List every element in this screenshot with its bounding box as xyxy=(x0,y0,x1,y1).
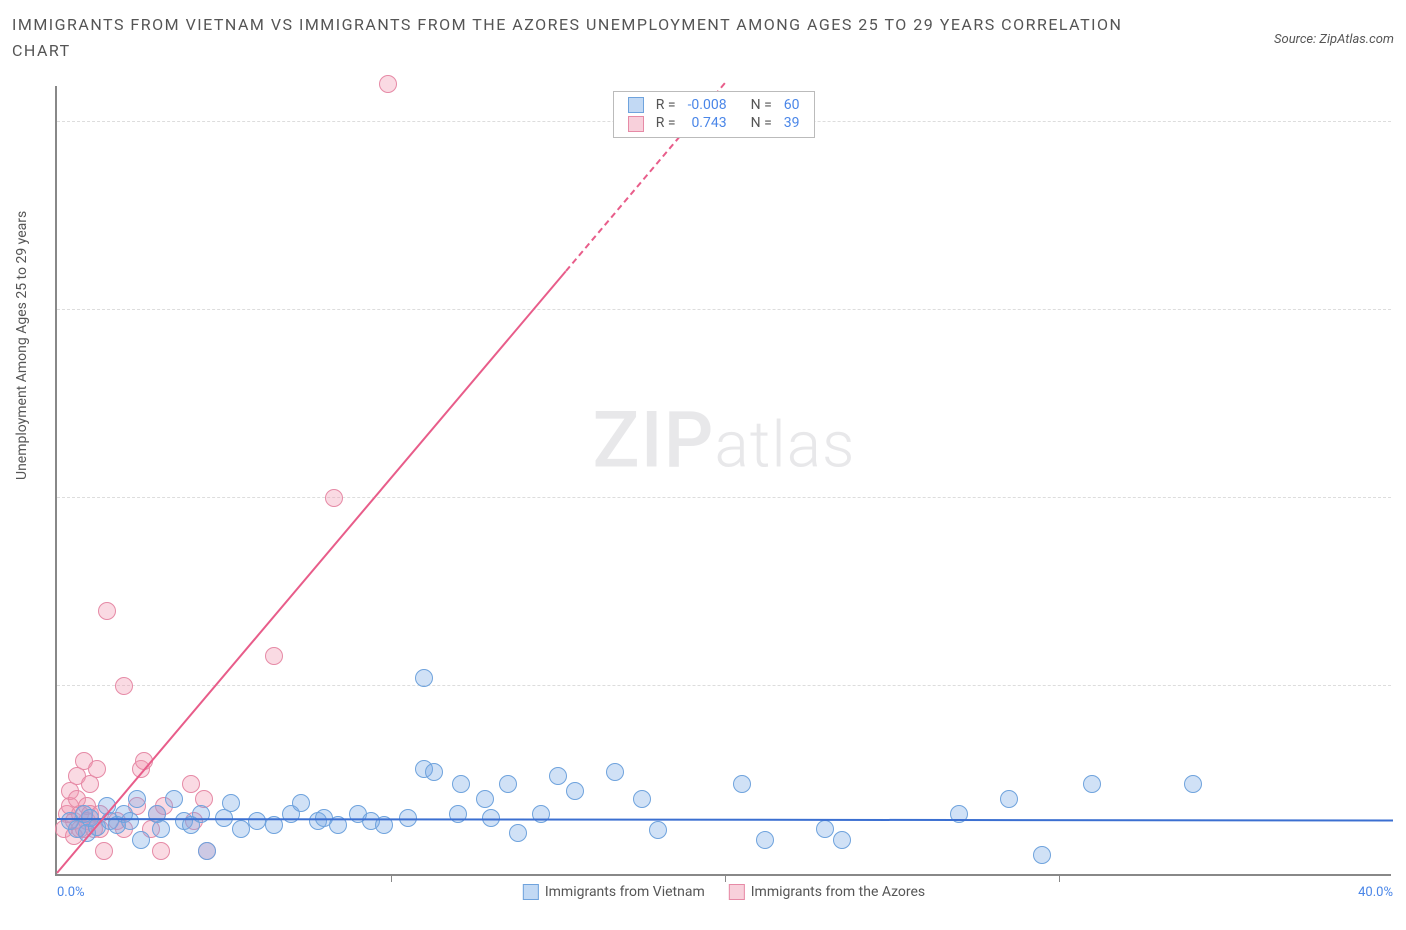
data-point xyxy=(152,842,170,860)
stat-value: -0.008 xyxy=(682,96,733,114)
data-point xyxy=(606,763,624,781)
data-point xyxy=(425,763,443,781)
data-point xyxy=(1083,775,1101,793)
legend-swatch xyxy=(523,884,539,900)
data-point xyxy=(1000,790,1018,808)
x-tick xyxy=(1059,874,1060,882)
watermark: ZIPatlas xyxy=(593,395,856,486)
data-point xyxy=(1184,775,1202,793)
data-point xyxy=(452,775,470,793)
data-point xyxy=(379,75,397,93)
data-point xyxy=(95,842,113,860)
data-point xyxy=(833,831,851,849)
chart-title: IMMIGRANTS FROM VIETNAM VS IMMIGRANTS FR… xyxy=(12,12,1132,63)
data-point xyxy=(756,831,774,849)
data-point xyxy=(265,647,283,665)
data-point xyxy=(152,820,170,838)
legend-label: Immigrants from the Azores xyxy=(751,884,925,900)
source-attribution: Source: ZipAtlas.com xyxy=(1274,32,1394,47)
stat-label: R = xyxy=(650,114,682,132)
data-point xyxy=(198,842,216,860)
legend-swatch xyxy=(628,97,644,113)
x-tick-label: 0.0% xyxy=(57,885,85,900)
data-point xyxy=(98,602,116,620)
series-legend: Immigrants from Vietnam Immigrants from t… xyxy=(523,884,925,900)
data-point xyxy=(476,790,494,808)
legend-swatch xyxy=(729,884,745,900)
data-point xyxy=(816,820,834,838)
data-point xyxy=(1033,846,1051,864)
stats-legend: R =-0.008 N =60 R =0.743 N =39 xyxy=(613,91,815,138)
header: IMMIGRANTS FROM VIETNAM VS IMMIGRANTS FR… xyxy=(12,12,1394,63)
stat-label: N = xyxy=(745,96,778,114)
gridline-h xyxy=(57,309,1391,310)
y-axis-label: Unemployment Among Ages 25 to 29 years xyxy=(14,211,30,480)
x-tick xyxy=(725,874,726,882)
legend-item: Immigrants from the Azores xyxy=(729,884,925,900)
data-point xyxy=(549,767,567,785)
data-point xyxy=(232,820,250,838)
data-point xyxy=(733,775,751,793)
stat-value: 60 xyxy=(778,96,806,114)
trendline xyxy=(56,270,566,873)
data-point xyxy=(121,812,139,830)
data-point xyxy=(115,677,133,695)
gridline-h xyxy=(57,685,1391,686)
data-point xyxy=(566,782,584,800)
stat-value: 0.743 xyxy=(682,114,733,132)
data-point xyxy=(128,790,146,808)
scatter-chart: ZIPatlas 25.0%50.0%75.0%100.0%0.0%40.0%R… xyxy=(55,86,1391,876)
x-tick-label: 40.0% xyxy=(1358,885,1393,900)
data-point xyxy=(415,669,433,687)
data-point xyxy=(88,760,106,778)
data-point xyxy=(132,831,150,849)
data-point xyxy=(182,775,200,793)
data-point xyxy=(509,824,527,842)
stat-value: 39 xyxy=(778,114,806,132)
legend-swatch xyxy=(628,116,644,132)
data-point xyxy=(165,790,183,808)
legend-item: Immigrants from Vietnam xyxy=(523,884,705,900)
data-point xyxy=(499,775,517,793)
watermark-atlas: atlas xyxy=(714,407,855,482)
data-point xyxy=(248,812,266,830)
watermark-zip: ZIP xyxy=(593,395,715,486)
data-point xyxy=(222,794,240,812)
data-point xyxy=(292,794,310,812)
legend-label: Immigrants from Vietnam xyxy=(545,884,705,900)
x-tick xyxy=(391,874,392,882)
gridline-h xyxy=(57,497,1391,498)
stat-label: N = xyxy=(745,114,778,132)
data-point xyxy=(633,790,651,808)
data-point xyxy=(649,821,667,839)
stat-label: R = xyxy=(650,96,682,114)
data-point xyxy=(325,489,343,507)
